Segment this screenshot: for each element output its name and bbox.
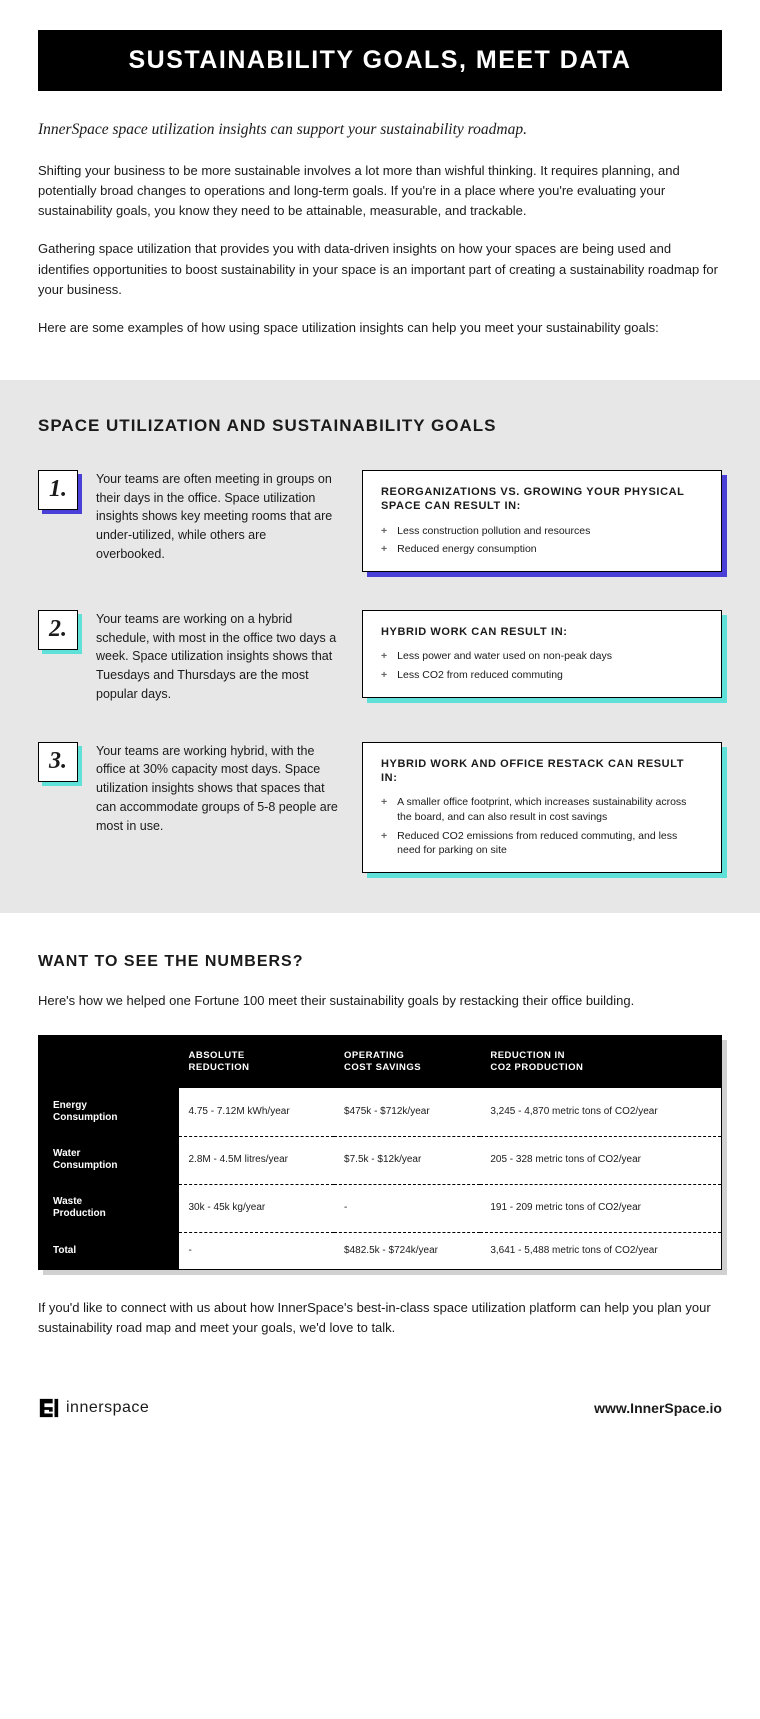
result-bullet: +Less power and water used on non-peak d…: [381, 649, 703, 664]
row-label: EnergyConsumption: [39, 1088, 179, 1136]
goals-section: SPACE UTILIZATION AND SUSTAINABILITY GOA…: [0, 380, 760, 913]
table-header: ABSOLUTEREDUCTION: [179, 1035, 335, 1088]
table-cell: 4.75 - 7.12M kWh/year: [179, 1088, 335, 1136]
table-row: WaterConsumption 2.8M - 4.5M litres/year…: [39, 1136, 722, 1184]
closing-paragraph: If you'd like to connect with us about h…: [38, 1298, 722, 1338]
result-title: REORGANIZATIONS VS. GROWING YOUR PHYSICA…: [381, 485, 703, 514]
result-title: HYBRID WORK CAN RESULT IN:: [381, 625, 703, 639]
table-row: WasteProduction 30k - 45k kg/year - 191 …: [39, 1184, 722, 1232]
goal-text: Your teams are working hybrid, with the …: [96, 742, 338, 836]
numbers-intro: Here's how we helped one Fortune 100 mee…: [38, 991, 722, 1011]
subtitle: InnerSpace space utilization insights ca…: [38, 121, 722, 139]
result-bullet: +Reduced CO2 emissions from reduced comm…: [381, 829, 703, 858]
intro-paragraph: Shifting your business to be more sustai…: [38, 161, 722, 221]
table-header: OPERATINGCOST SAVINGS: [334, 1035, 480, 1088]
table-header: REDUCTION INCO2 PRODUCTION: [480, 1035, 721, 1088]
goal-row: 1. Your teams are often meeting in group…: [38, 470, 722, 572]
table-header: [39, 1035, 179, 1088]
brand-name: innerspace: [66, 1399, 149, 1417]
logo-icon: [38, 1397, 60, 1419]
page-title: SUSTAINABILITY GOALS, MEET DATA: [38, 30, 722, 91]
numbers-section: WANT TO SEE THE NUMBERS? Here's how we h…: [0, 913, 760, 1388]
goal-number-box: 2.: [38, 610, 78, 650]
table-cell: 30k - 45k kg/year: [179, 1184, 335, 1232]
result-title: HYBRID WORK AND OFFICE RESTACK CAN RESUL…: [381, 757, 703, 786]
table-cell: -: [179, 1232, 335, 1270]
row-label: WasteProduction: [39, 1184, 179, 1232]
goal-text: Your teams are often meeting in groups o…: [96, 470, 338, 564]
result-bullet: +A smaller office footprint, which incre…: [381, 795, 703, 824]
table-cell: $7.5k - $12k/year: [334, 1136, 480, 1184]
table-cell: $482.5k - $724k/year: [334, 1232, 480, 1270]
table-cell: 191 - 209 metric tons of CO2/year: [480, 1184, 721, 1232]
brand-logo: innerspace: [38, 1397, 149, 1419]
result-bullet: +Less CO2 from reduced commuting: [381, 668, 703, 683]
result-box: REORGANIZATIONS VS. GROWING YOUR PHYSICA…: [362, 470, 722, 572]
footer: innerspace www.InnerSpace.io: [0, 1389, 760, 1443]
table-cell: 2.8M - 4.5M litres/year: [179, 1136, 335, 1184]
table-row: Total - $482.5k - $724k/year 3,641 - 5,4…: [39, 1232, 722, 1270]
result-box: HYBRID WORK CAN RESULT IN: +Less power a…: [362, 610, 722, 698]
goal-number-box: 1.: [38, 470, 78, 510]
intro-paragraph: Here are some examples of how using spac…: [38, 318, 722, 338]
goal-row: 2. Your teams are working on a hybrid sc…: [38, 610, 722, 704]
result-bullet: +Reduced energy consumption: [381, 542, 703, 557]
goal-text: Your teams are working on a hybrid sched…: [96, 610, 338, 704]
result-box: HYBRID WORK AND OFFICE RESTACK CAN RESUL…: [362, 742, 722, 873]
table-row: EnergyConsumption 4.75 - 7.12M kWh/year …: [39, 1088, 722, 1136]
goal-number-box: 3.: [38, 742, 78, 782]
table-cell: 3,245 - 4,870 metric tons of CO2/year: [480, 1088, 721, 1136]
result-bullet: +Less construction pollution and resourc…: [381, 524, 703, 539]
table-cell: 3,641 - 5,488 metric tons of CO2/year: [480, 1232, 721, 1270]
numbers-heading: WANT TO SEE THE NUMBERS?: [38, 953, 722, 971]
results-table: ABSOLUTEREDUCTIONOPERATINGCOST SAVINGSRE…: [38, 1035, 722, 1271]
goals-heading: SPACE UTILIZATION AND SUSTAINABILITY GOA…: [38, 416, 722, 436]
footer-url: www.InnerSpace.io: [594, 1400, 722, 1416]
table-cell: $475k - $712k/year: [334, 1088, 480, 1136]
table-cell: -: [334, 1184, 480, 1232]
row-label: Total: [39, 1232, 179, 1270]
table-cell: 205 - 328 metric tons of CO2/year: [480, 1136, 721, 1184]
intro-paragraph: Gathering space utilization that provide…: [38, 239, 722, 299]
goal-row: 3. Your teams are working hybrid, with t…: [38, 742, 722, 873]
row-label: WaterConsumption: [39, 1136, 179, 1184]
